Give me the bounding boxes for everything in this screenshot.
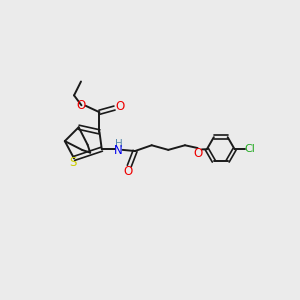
Text: O: O: [124, 165, 133, 178]
Text: O: O: [115, 100, 124, 113]
Text: S: S: [69, 156, 76, 169]
Text: H: H: [115, 139, 122, 149]
Text: Cl: Cl: [244, 144, 256, 154]
Text: O: O: [193, 147, 202, 160]
Text: O: O: [76, 99, 85, 112]
Text: N: N: [114, 144, 123, 157]
